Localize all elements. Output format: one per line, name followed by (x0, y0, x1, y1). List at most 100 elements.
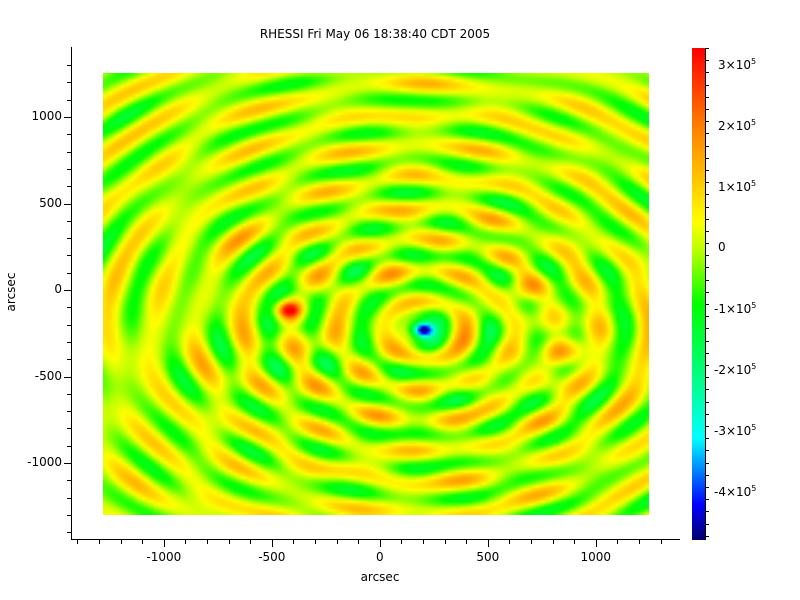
colorbar-tick (705, 206, 709, 208)
x-tick (638, 540, 640, 544)
x-tick (509, 540, 511, 544)
y-tick (67, 359, 71, 361)
colorbar-tick-label: 3×105 (718, 57, 757, 73)
y-tick-label: -500 (34, 368, 62, 383)
x-tick-label: -500 (258, 550, 286, 564)
heatmap-image (103, 73, 649, 515)
x-tick (142, 540, 144, 544)
x-tick (228, 540, 230, 544)
colorbar-tick (705, 499, 709, 501)
y-tick (67, 445, 71, 447)
colorbar-tick (705, 279, 709, 281)
colorbar-tick (705, 218, 709, 220)
x-tick-label: 0 (375, 550, 384, 564)
y-tick (67, 65, 71, 67)
y-tick-label: 1000 (31, 109, 62, 124)
x-tick-label: -1000 (146, 550, 182, 564)
x-tick (293, 540, 295, 544)
colorbar-tick-label: 0 (718, 240, 726, 255)
colorbar-tick (705, 304, 709, 306)
x-tick (207, 540, 209, 544)
colorbar-tick (705, 84, 709, 86)
colorbar-tick-label: -3×105 (714, 423, 757, 439)
colorbar-tick (705, 316, 709, 318)
x-tick (358, 540, 360, 544)
x-axis-label: arcsec (360, 570, 400, 584)
colorbar-tick (705, 450, 709, 452)
y-tick (67, 220, 71, 222)
x-tick (77, 540, 79, 544)
colorbar-tick (705, 328, 709, 330)
colorbar-tick (705, 474, 709, 476)
colorbar-tick (705, 352, 709, 354)
y-axis-label: arcsec (4, 272, 18, 312)
colorbar-tick (705, 169, 709, 171)
colorbar-tick (705, 60, 709, 62)
colorbar-tick-label: 1×105 (718, 179, 757, 195)
chart-title: RHESSI Fri May 06 18:38:40 CDT 2005 (259, 27, 491, 41)
y-tick (67, 186, 71, 188)
x-tick (379, 540, 381, 547)
y-tick-label: -1000 (27, 455, 62, 470)
colorbar-tick (705, 96, 709, 98)
colorbar-tick (705, 438, 709, 440)
y-tick (64, 203, 71, 205)
colorbar-tick (705, 267, 709, 269)
x-tick (660, 540, 662, 544)
colorbar-tick (705, 365, 709, 367)
colorbar-tick (705, 291, 709, 293)
y-tick (67, 341, 71, 343)
colorbar-tick (705, 462, 709, 464)
colorbar-tick (705, 377, 709, 379)
x-tick (552, 540, 554, 544)
x-tick (336, 540, 338, 544)
colorbar-tick (705, 413, 709, 415)
colorbar-tick (705, 486, 709, 488)
x-tick-label: 1000 (580, 550, 612, 564)
y-tick (67, 532, 71, 534)
x-tick (530, 540, 532, 544)
colorbar-tick-label: 2×105 (718, 118, 757, 134)
x-tick (423, 540, 424, 544)
colorbar-tick-label: -1×105 (714, 301, 757, 317)
colorbar-tick (705, 157, 709, 159)
y-tick (67, 168, 71, 170)
y-tick (67, 428, 71, 430)
x-tick (617, 540, 619, 544)
colorbar-tick (705, 133, 709, 135)
y-tick (67, 411, 71, 413)
colorbar-tick (705, 194, 709, 196)
colorbar-tick (705, 48, 709, 49)
y-tick (67, 324, 71, 326)
colorbar-tick (705, 425, 709, 427)
x-tick (487, 540, 489, 547)
colorbar-tick (705, 72, 709, 74)
x-tick (99, 540, 101, 544)
y-tick (67, 151, 71, 153)
y-tick (67, 82, 71, 84)
y-tick (67, 99, 71, 101)
colorbar-tick (705, 255, 709, 257)
x-tick (271, 540, 273, 547)
x-tick-label: 500 (476, 550, 500, 564)
y-tick (67, 393, 71, 395)
y-tick (67, 480, 71, 482)
colorbar (692, 48, 705, 540)
y-tick (67, 497, 71, 499)
y-tick (67, 514, 71, 516)
colorbar-axis (705, 48, 706, 540)
colorbar-tick (705, 230, 709, 232)
x-tick (120, 540, 122, 544)
y-tick (64, 290, 71, 292)
y-tick (67, 307, 71, 309)
colorbar-tick (705, 182, 709, 184)
colorbar-tick (705, 108, 709, 110)
x-tick (315, 540, 317, 544)
colorbar-tick (705, 535, 709, 537)
x-tick (466, 540, 468, 544)
x-tick (401, 540, 403, 544)
colorbar-tick (705, 121, 709, 123)
x-tick (595, 540, 597, 547)
y-tick (64, 376, 71, 378)
colorbar-tick (705, 243, 709, 245)
